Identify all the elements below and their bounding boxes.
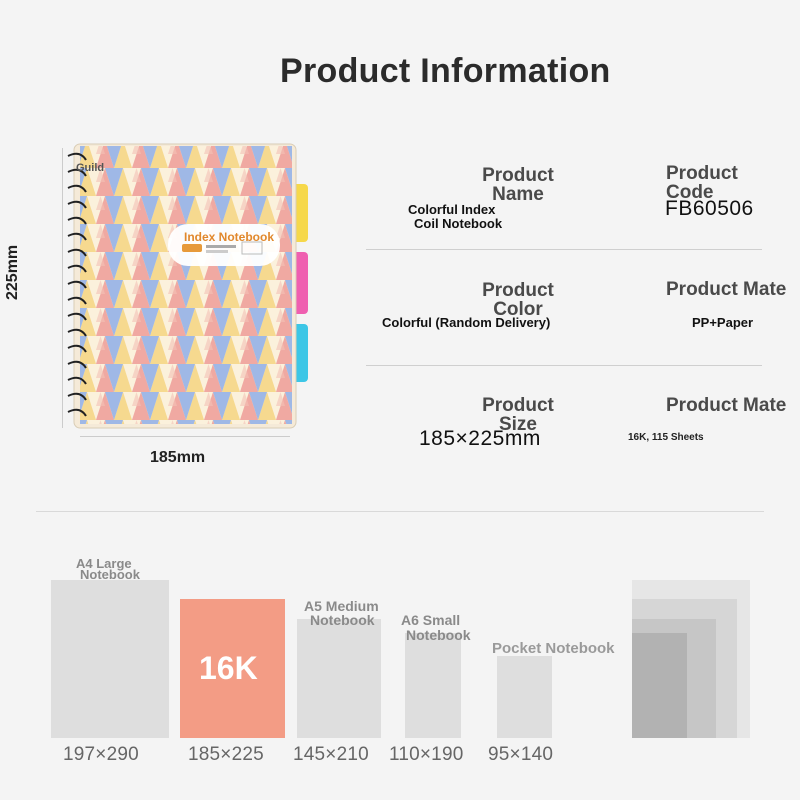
product-name-heading: Product Name (482, 165, 554, 205)
16k-bar (180, 599, 285, 738)
width-label: 185mm (150, 449, 206, 466)
overlay-a6 (632, 633, 687, 738)
product-code-value: FB60506 (665, 197, 754, 220)
product-name-value-1: Colorful Index (408, 202, 496, 217)
page-title: Product Information (280, 52, 611, 90)
cover-title: Index Notebook (184, 230, 275, 244)
a4-bar (51, 580, 169, 738)
a5-bar (297, 619, 381, 738)
product-name-value-2: Coil Notebook (414, 216, 503, 231)
product-material-value: PP+Paper (692, 315, 754, 330)
product-sheets-value: 16K, 115 Sheets (628, 432, 704, 443)
height-dimension-line (62, 148, 63, 428)
a5-label-1: A5 Medium (304, 598, 379, 614)
product-code-heading: Product Code (666, 163, 738, 203)
a6-label-2: Notebook (406, 627, 471, 643)
product-color-heading: Product Color (482, 280, 554, 320)
product-material-heading: Product Mate (666, 279, 787, 300)
16k-label: 16K (199, 650, 258, 686)
a4-label-2: Notebook (80, 567, 140, 582)
product-size-value: 185×225mm (419, 427, 541, 450)
width-dimension-line (80, 436, 290, 437)
a4-label-1: A4 Large (76, 556, 132, 571)
pocket-label: Pocket Notebook (492, 640, 615, 657)
size-16k: 185×225 (188, 744, 264, 765)
cover-corner-text: Guild (76, 162, 105, 174)
notebook-illustration (67, 143, 308, 429)
product-color-value: Colorful (Random Delivery) (382, 315, 551, 330)
a6-label-1: A6 Small (401, 612, 461, 628)
size-overlay (560, 580, 750, 738)
product-size-heading: Product Size (482, 395, 554, 435)
product-material-heading-2: Product Mate (666, 395, 787, 416)
size-a6: 110×190 (389, 744, 464, 765)
section-divider (36, 511, 764, 512)
size-pocket: 95×140 (488, 744, 554, 765)
divider-2 (366, 365, 762, 366)
a6-bar (405, 633, 461, 738)
pocket-bar (497, 656, 552, 738)
divider-1 (366, 249, 762, 250)
notebook-image (60, 140, 320, 430)
size-a5: 145×210 (293, 744, 369, 765)
size-a4: 197×290 (63, 744, 139, 765)
a5-label-2: Notebook (310, 612, 375, 628)
height-label: 225mm (4, 244, 21, 300)
